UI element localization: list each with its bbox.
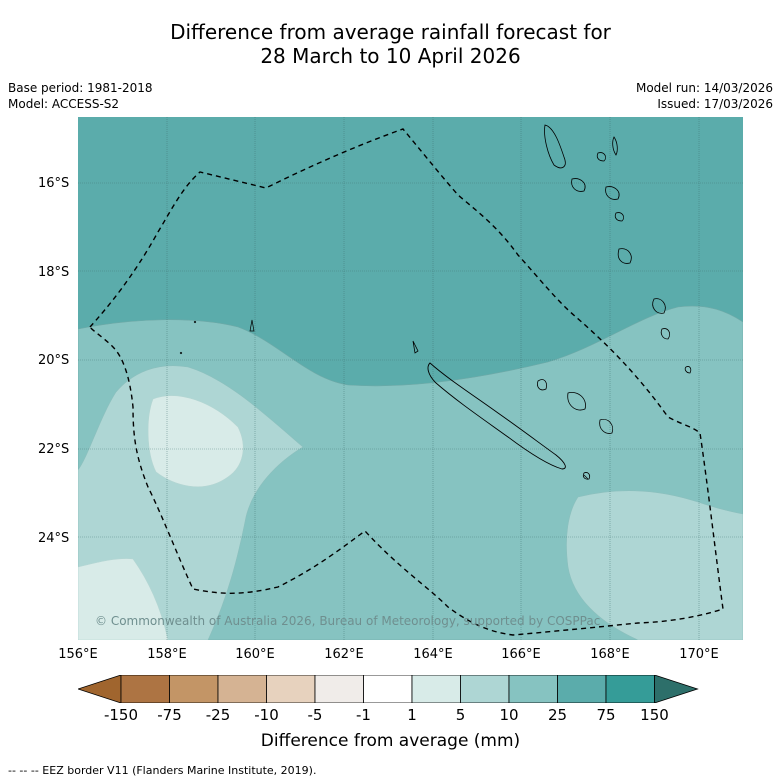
lat-label-24s: 24°S [38,531,70,546]
colorbar-extension-high [654,675,699,703]
model-run: Model run: 14/03/2026 [635,81,773,95]
colorbar-segment [557,675,607,703]
colorbar-label: Difference from average (mm) [260,731,521,751]
belep-islands-coastline [412,340,419,354]
isle-of-pines-coastline [582,472,591,480]
lon-label-166e: 166°E [501,647,541,662]
colorbar-segment [314,675,364,703]
colorbar-extension-low [78,675,122,703]
colorbar [78,675,699,703]
colorbar-tick: 1 [407,706,417,724]
title-line-2: 28 March to 10 April 2026 [260,44,521,68]
lat-label-16s: 16°S [38,176,70,191]
lat-label-18s: 18°S [38,265,70,280]
rainfall-map [78,117,743,640]
colorbar-segment [120,675,170,703]
colorbar-tick: 75 [596,706,616,724]
lon-label-170e: 170°E [679,647,719,662]
contour-band-1-5-lowerleft [78,558,169,640]
title-line-1: Difference from average rainfall forecas… [170,20,611,44]
meta-left: Base period: 1981-2018 Model: ACCESS-S2 [8,80,153,112]
lon-label-156e: 156°E [58,647,98,662]
lon-label-168e: 168°E [590,647,630,662]
colorbar-segments [78,675,699,703]
colorbar-tick: 10 [499,706,519,724]
colorbar-tick: -75 [157,706,182,724]
base-period: Base period: 1981-2018 [8,81,153,95]
colorbar-tick: -1 [356,706,371,724]
ouvea-coastline [537,379,547,391]
map-title: Difference from average rainfall forecas… [0,20,781,68]
issued-date: Issued: 17/03/2026 [657,97,773,111]
new-caledonia-coastline [427,362,566,470]
colorbar-tick: 150 [640,706,669,724]
lifou-coastline [567,392,586,411]
eez-border [89,128,724,636]
colorbar-tick: -150 [103,706,139,724]
lon-label-164e: 164°E [413,647,453,662]
colorbar-segment [508,675,558,703]
contour-band-1-5-patch [147,395,244,488]
vanuatu-coastline [544,124,692,374]
colorbar-tick: -5 [307,706,323,724]
lon-label-158e: 158°E [147,647,187,662]
colorbar-segment [363,675,413,703]
lat-label-22s: 22°S [38,442,70,457]
colorbar-segment [217,675,267,703]
contour-band-5-10-east [566,490,743,640]
legend-footer: -- -- -- EEZ border V11 (Flanders Marine… [8,764,317,777]
colorbar-tick: 5 [455,706,466,724]
colorbar-tick: 25 [547,706,568,724]
lon-label-162e: 162°E [324,647,364,662]
colorbar-segment [169,675,219,703]
lat-label-20s: 20°S [38,353,70,368]
mare-coastline [599,418,614,434]
minor-islands [179,319,589,480]
copyright-notice: © Commonwealth of Australia 2026, Bureau… [95,614,601,628]
model-name: Model: ACCESS-S2 [8,97,120,111]
colorbar-tick: -10 [254,706,279,724]
colorbar-segment [605,675,655,703]
colorbar-tick: -25 [205,706,231,724]
colorbar-segment [411,675,461,703]
colorbar-segment [266,675,316,703]
meta-right: Model run: 14/03/2026 Issued: 17/03/2026 [636,80,773,112]
lon-label-160e: 160°E [235,647,275,662]
colorbar-segment [460,675,510,703]
